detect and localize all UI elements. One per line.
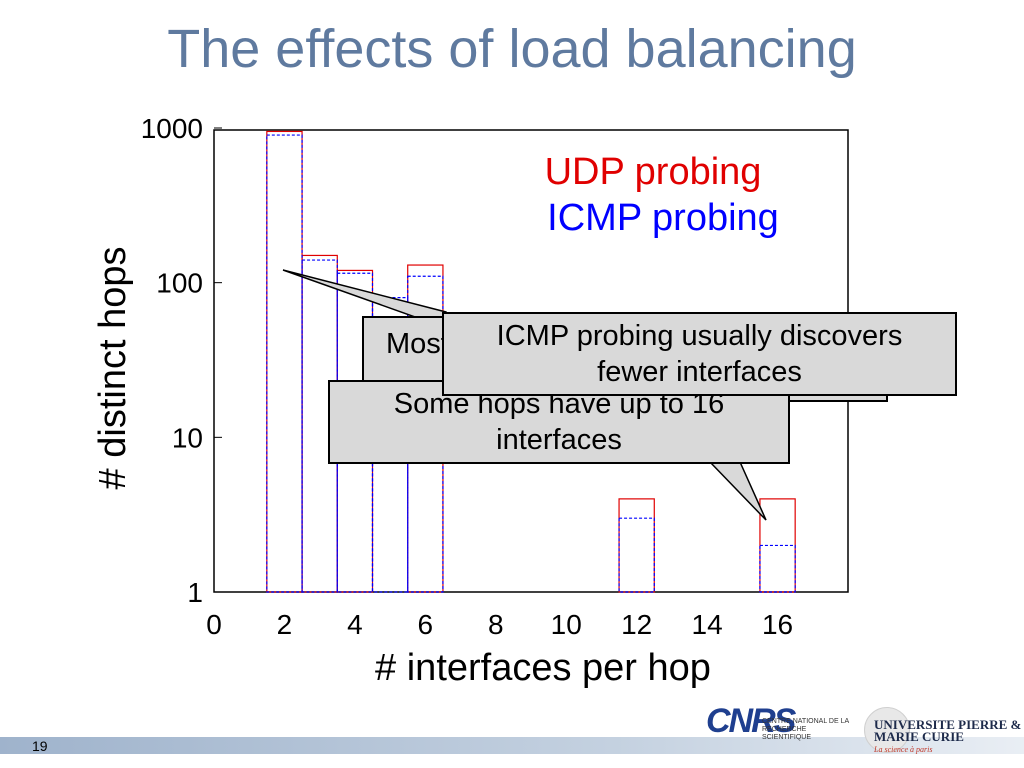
x-tick-label: 10 — [551, 609, 582, 640]
bar-icmp-4 — [336, 272, 374, 593]
x-tick-label: 0 — [206, 609, 222, 640]
cnrs-logo-text: CENTRE NATIONAL DE LA RECHERCHE SCIENTIF… — [762, 718, 849, 741]
bar-icmp-6 — [407, 275, 444, 593]
x-tick-label: 8 — [488, 609, 504, 640]
footer-bar — [0, 737, 1024, 754]
upmc-logo-text: UNIVERSITE PIERRE & MARIE CURIE — [874, 717, 1022, 744]
bar-udp-2 — [266, 130, 303, 593]
legend-icmp: ICMP probing — [547, 197, 779, 239]
bar-icmp-12 — [618, 517, 655, 593]
upmc-logo-emblem — [864, 707, 910, 753]
x-tick-label: 12 — [621, 609, 652, 640]
y-tick-label: 1 — [187, 577, 203, 608]
bar-icmp-2 — [266, 134, 303, 593]
x-tick-label: 14 — [692, 609, 723, 640]
x-tick-label: 2 — [277, 609, 293, 640]
x-tick-label: 4 — [347, 609, 363, 640]
y-tick-label: 10 — [172, 422, 203, 453]
callout-some-text: Some hops have up to 16 interfaces — [393, 388, 725, 456]
x-axis-label: # interfaces per hop — [375, 647, 711, 689]
legend-udp: UDP probing — [545, 151, 762, 193]
upmc-logo: UNIVERSITE PIERRE & MARIE CURIE La scien… — [862, 705, 1022, 755]
upmc-logo-subtitle: La science à paris — [874, 745, 933, 754]
page-number: 19 — [32, 738, 48, 754]
y-axis-label: # distinct hops — [92, 247, 134, 490]
slide-title: The effects of load balancing — [167, 19, 857, 79]
callout-icmp-text: ICMP probing usually discovers fewer int… — [496, 320, 903, 388]
callout-icmp: ICMP probing usually discovers fewer int… — [442, 312, 957, 396]
cnrs-logo-mark: CNRS — [706, 702, 796, 740]
y-tick-label: 100 — [156, 268, 203, 299]
callout-most-text: Most — [386, 328, 449, 360]
y-tick-label: 1000 — [141, 113, 203, 144]
callout-some-tail — [708, 461, 767, 521]
bar-udp-12 — [618, 498, 655, 593]
x-tick-label: 6 — [418, 609, 434, 640]
x-tick-label: 16 — [762, 609, 793, 640]
cnrs-logo: CNRS CENTRE NATIONAL DE LA RECHERCHE SCI… — [706, 700, 856, 752]
bar-icmp-16 — [759, 544, 796, 593]
